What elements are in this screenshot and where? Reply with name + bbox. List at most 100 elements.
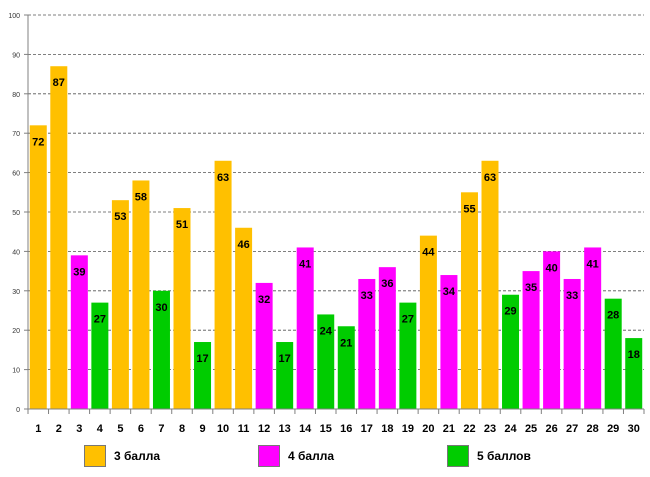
x-tick-label: 24 [504,423,517,435]
bar [358,278,376,409]
bar [255,282,273,409]
x-tick-label: 23 [484,423,496,435]
bar [604,298,622,409]
bar [111,200,129,409]
y-tick-label: 80 [12,92,20,99]
bar [584,247,602,409]
bar [29,125,47,409]
bar [152,290,170,409]
x-tick-label: 3 [76,423,82,435]
bar-value-label: 39 [73,266,85,278]
bar-value-label: 27 [402,314,414,326]
bar [625,338,643,409]
bar [399,302,417,409]
x-tick-label: 11 [238,423,250,435]
x-tick-label: 12 [258,423,270,435]
bar [296,247,314,409]
bar [440,275,458,409]
legend-item-5: 5 баллов [447,444,531,468]
bar-value-label: 21 [340,337,352,349]
bar [91,302,109,409]
legend-label-4: 4 балла [288,449,335,463]
x-tick-label: 28 [587,423,599,435]
bar [460,192,478,409]
x-tick-label: 30 [628,423,640,435]
bar-value-label: 33 [361,290,373,302]
bar [50,66,68,409]
legend-item-3: 3 балла [84,444,160,468]
x-tick-label: 16 [340,423,352,435]
bar-value-label: 27 [94,314,106,326]
y-axis: 0 10 20 30 40 50 60 70 80 90 100 [8,13,29,414]
x-tick-label: 29 [607,423,619,435]
bar [522,271,540,409]
bar-value-label: 33 [566,290,578,302]
bar-value-label: 40 [545,262,557,274]
y-tick-label: 10 [12,368,20,375]
x-tick-label: 20 [422,423,434,435]
x-tick-label: 9 [199,423,205,435]
bar-value-label: 35 [525,282,537,294]
bar-value-label: 30 [155,302,167,314]
bar-value-label: 58 [135,191,147,203]
legend-swatch-5 [447,445,469,467]
bars: 72 87 39 27 53 58 30 51 17 63 46 32 17 41 24 21 33 36 27 44… [29,66,643,409]
bar [132,180,150,409]
x-tick-label: 13 [279,423,291,435]
bar [481,160,499,409]
bar [543,251,561,409]
bar [563,278,581,409]
bar-value-label: 17 [196,353,208,365]
bar-value-label: 29 [504,306,516,318]
bar [214,160,232,409]
x-tick-label: 15 [320,423,332,435]
bar [502,294,520,409]
legend-label-3: 3 балла [114,449,161,463]
y-tick-label: 50 [12,210,20,217]
y-tick-label: 20 [12,328,20,335]
bar [419,235,437,409]
y-tick-label: 30 [12,289,20,296]
x-tick-label: 25 [525,423,537,435]
y-tick-label: 100 [8,13,20,20]
x-tick-label: 10 [217,423,229,435]
bar [317,314,335,409]
bar-value-label: 18 [628,349,640,361]
x-tick-label: 7 [158,423,164,435]
bar-value-label: 24 [320,325,333,337]
bar [194,342,212,409]
y-tick-label: 0 [16,407,20,414]
bar-value-label: 72 [32,136,44,148]
legend-item-4: 4 балла [258,444,334,468]
bar-value-label: 41 [299,258,311,270]
bar [378,267,396,409]
bar-value-label: 44 [422,247,435,259]
x-tick-label: 14 [299,423,312,435]
y-tick-label: 40 [12,249,20,256]
bar-value-label: 63 [484,172,496,184]
bar-value-label: 41 [587,258,599,270]
bar [235,227,253,409]
x-tick-label: 27 [566,423,578,435]
bar [70,255,88,409]
bar-value-label: 46 [237,239,249,251]
gridlines [28,14,644,371]
y-tick-label: 90 [12,52,20,59]
y-tick-label: 60 [12,171,20,178]
bar-value-label: 17 [279,353,291,365]
legend-swatch-3 [84,445,106,467]
x-axis: 1 2 3 4 5 6 7 8 9 10 11 12 13 14 15 16 17 18 19 20 21 22 23 24 2… [27,408,645,435]
legend-label-5: 5 баллов [477,449,531,463]
legend-swatch-4 [258,445,280,467]
bar-value-label: 34 [443,286,456,298]
x-tick-label: 5 [117,423,123,435]
y-tick-label: 70 [12,131,20,138]
x-tick-label: 6 [138,423,144,435]
x-tick-label: 19 [402,423,414,435]
bar-value-label: 63 [217,172,229,184]
x-tick-label: 8 [179,423,185,435]
x-tick-label: 17 [361,423,373,435]
bar-value-label: 51 [176,219,188,231]
x-tick-label: 1 [35,423,41,435]
